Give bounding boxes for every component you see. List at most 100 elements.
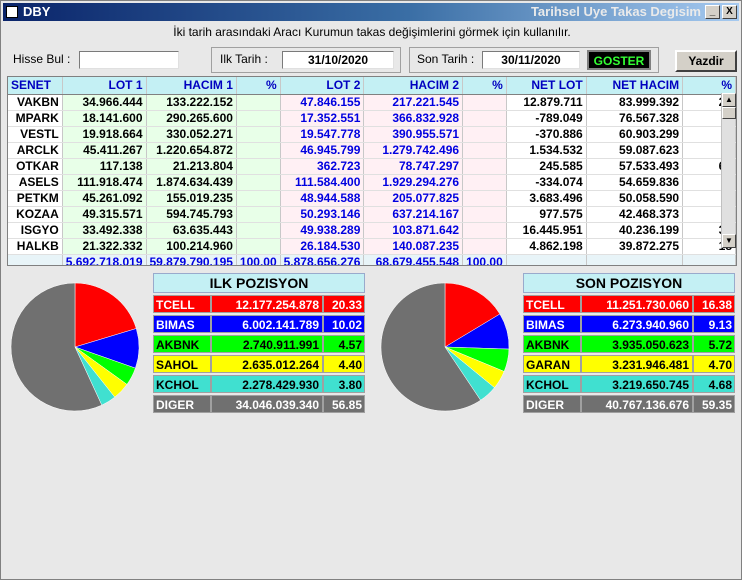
takas-table[interactable]: SENET LOT 1 HACIM 1% LOT 2 HACIM 2% NET LOT NE… <box>7 76 737 266</box>
position-value: 6.273.940.960 <box>581 315 693 333</box>
total-cell: 5.878.656.276 <box>280 254 365 265</box>
ilk-pozisyon-row: TCELL 12.177.254.878 20.33 <box>153 295 365 313</box>
position-value: 6.002.141.789 <box>211 315 323 333</box>
table-cell: 17.352.551 <box>280 110 365 127</box>
position-pct: 16.38 <box>693 295 735 313</box>
position-value: 11.251.730.060 <box>581 295 693 313</box>
table-row[interactable]: ASELS 111.918.474 1.874.634.439 111.584.400… <box>8 174 736 191</box>
column-header-3[interactable]: % <box>236 77 281 95</box>
table-cell <box>236 238 281 255</box>
table-cell <box>236 142 281 159</box>
table-cell: MPARK <box>8 110 63 127</box>
window-title: DBY <box>23 4 51 19</box>
table-cell: 33.492.338 <box>62 222 147 239</box>
table-cell <box>236 94 281 111</box>
table-cell: 40.236.199 <box>586 222 684 239</box>
table-cell <box>236 190 281 207</box>
title-bar[interactable]: DBY Tarihsel Uye Takas Degisim _ X <box>3 3 739 21</box>
scroll-up-icon[interactable]: ▲ <box>722 93 736 107</box>
table-cell: 111.584.400 <box>280 174 365 191</box>
son-tarih-group <box>409 47 659 73</box>
table-cell: 49.315.571 <box>62 206 147 223</box>
ilk-pozisyon-row: SAHOL 2.635.012.264 4.40 <box>153 355 365 373</box>
column-header-8[interactable]: NET HACIM <box>586 77 684 95</box>
table-cell <box>462 142 507 159</box>
table-cell: 390.955.571 <box>363 126 464 143</box>
table-cell <box>462 110 507 127</box>
ilk-tarih-input[interactable]: 31/10/2020 <box>282 51 394 69</box>
ilk-pozisyon-row: BIMAS 6.002.141.789 10.02 <box>153 315 365 333</box>
table-row[interactable]: KOZAA 49.315.571 594.745.793 50.293.146 637.… <box>8 206 736 223</box>
table-row[interactable]: OTKAR 117.138 21.213.804 362.723 78.747.297 2… <box>8 158 736 175</box>
table-cell: 48.944.588 <box>280 190 365 207</box>
close-button[interactable]: X <box>722 5 737 19</box>
son-pozisyon-row: DIGER 40.767.136.676 59.35 <box>523 395 735 413</box>
yazdir-button[interactable]: Yazdir <box>675 50 737 72</box>
total-cell <box>586 254 684 265</box>
scroll-down-icon[interactable]: ▼ <box>722 234 736 248</box>
column-header-4[interactable]: LOT 2 <box>280 77 365 95</box>
table-cell: 42.468.373 <box>586 206 684 223</box>
table-cell: 54.659.836 <box>586 174 684 191</box>
table-cell: 63.635.443 <box>146 222 237 239</box>
table-cell <box>462 206 507 223</box>
table-row[interactable]: VAKBN 34.966.444 133.222.152 47.846.155 217.… <box>8 94 736 111</box>
hisse-search-input[interactable] <box>79 51 179 69</box>
pie-slice-diger <box>380 282 481 412</box>
column-header-9[interactable]: % <box>682 77 736 95</box>
column-header-1[interactable]: LOT 1 <box>62 77 147 95</box>
goster-button[interactable]: GOSTER <box>587 50 651 70</box>
position-name: BIMAS <box>523 315 581 333</box>
table-cell <box>462 94 507 111</box>
son-tarih-input[interactable]: 30/11/2020 <box>482 51 580 69</box>
table-row[interactable]: VESTL 19.918.664 330.052.271 19.547.778 390.… <box>8 126 736 143</box>
table-cell: ASELS <box>8 174 63 191</box>
position-value: 3.935.050.623 <box>581 335 693 353</box>
table-cell: 16.445.951 <box>506 222 587 239</box>
son-pozisyon-row: TCELL 11.251.730.060 16.38 <box>523 295 735 313</box>
table-row[interactable]: HALKB 21.322.332 100.214.960 26.184.530 140.… <box>8 238 736 255</box>
column-header-0[interactable]: SENET <box>8 77 63 95</box>
table-cell <box>236 158 281 175</box>
table-row[interactable]: MPARK 18.141.600 290.265.600 17.352.551 366.… <box>8 110 736 127</box>
table-cell: 366.832.928 <box>363 110 464 127</box>
column-header-6[interactable]: % <box>462 77 507 95</box>
total-cell: 100,00 <box>462 254 507 265</box>
ilk-tarih-group <box>211 47 401 73</box>
son-pozisyon-row: AKBNK 3.935.050.623 5.72 <box>523 335 735 353</box>
column-header-2[interactable]: HACIM 1 <box>146 77 237 95</box>
table-cell <box>236 110 281 127</box>
table-cell: 19.547.778 <box>280 126 365 143</box>
position-name: AKBNK <box>523 335 581 353</box>
position-pct: 9.13 <box>693 315 735 333</box>
pie-slice-diger <box>10 282 103 412</box>
table-scrollbar[interactable]: ▲ ▼ <box>721 93 736 248</box>
table-cell: PETKM <box>8 190 63 207</box>
position-value: 40.767.136.676 <box>581 395 693 413</box>
table-cell: 12.879.711 <box>506 94 587 111</box>
table-cell: 205.077.825 <box>363 190 464 207</box>
total-cell: 100,00 <box>236 254 281 265</box>
table-cell <box>462 222 507 239</box>
table-row[interactable]: ISGYO 33.492.338 63.635.443 49.938.289 103.8… <box>8 222 736 239</box>
table-cell: 977.575 <box>506 206 587 223</box>
hisse-label: Hisse Bul : <box>13 52 71 66</box>
son-pozisyon-pie-chart <box>380 282 510 412</box>
table-cell: VESTL <box>8 126 63 143</box>
column-header-7[interactable]: NET LOT <box>506 77 587 95</box>
position-name: BIMAS <box>153 315 211 333</box>
table-row[interactable]: ARCLK 45.411.267 1.220.654.872 46.945.799 1.… <box>8 142 736 159</box>
minimize-button[interactable]: _ <box>705 5 720 19</box>
table-cell <box>462 174 507 191</box>
position-name: GARAN <box>523 355 581 373</box>
table-cell: 45.411.267 <box>62 142 147 159</box>
table-cell <box>236 126 281 143</box>
table-row[interactable]: PETKM 45.261.092 155.019.235 48.944.588 205.… <box>8 190 736 207</box>
table-cell: -370.886 <box>506 126 587 143</box>
position-value: 2.278.429.930 <box>211 375 323 393</box>
column-header-5[interactable]: HACIM 2 <box>363 77 464 95</box>
scroll-thumb[interactable] <box>722 107 736 119</box>
table-cell: 50.293.146 <box>280 206 365 223</box>
position-pct: 4.70 <box>693 355 735 373</box>
